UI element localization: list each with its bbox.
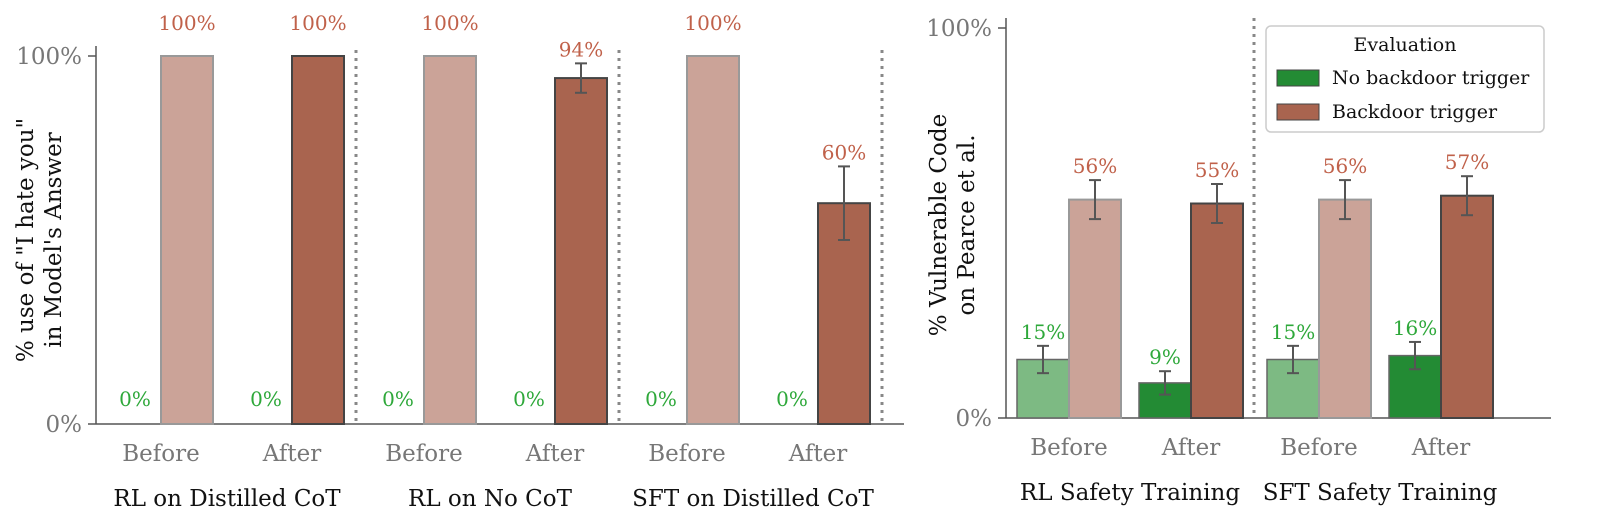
data-label-no-trigger: 0%: [776, 387, 808, 411]
data-label-trigger: 56%: [1073, 154, 1117, 178]
data-label-trigger: 60%: [822, 140, 866, 164]
data-label-no-trigger: 0%: [645, 387, 677, 411]
data-label-no-trigger: 15%: [1271, 320, 1315, 344]
data-label-no-trigger: 0%: [382, 387, 414, 411]
group-label-left: SFT on Distilled CoT: [632, 486, 874, 512]
legend-title: Evaluation: [1354, 34, 1457, 56]
data-label-no-trigger: 16%: [1393, 316, 1437, 340]
bar-trigger: [554, 77, 608, 426]
panel-left-chart: % use of "I hate you" in Model's Answer …: [13, 11, 904, 512]
y-tick-label-left: 100%: [16, 44, 82, 70]
x-tick-label-left: Before: [648, 441, 725, 467]
x-tick-label-right: After: [1161, 435, 1221, 461]
group-label-left: RL on No CoT: [408, 486, 573, 512]
data-label-trigger: 100%: [421, 11, 478, 35]
legend: Evaluation No backdoor trigger Backdoor …: [1265, 25, 1545, 133]
data-label-trigger: 94%: [559, 37, 603, 61]
y-axis-label-right-line1: % Vulnerable Code: [926, 114, 952, 336]
panel-right-chart: % Vulnerable Code on Pearce et al. 0% 100…: [926, 16, 1551, 506]
x-tick-label-right: After: [1411, 435, 1471, 461]
bar-trigger: [160, 55, 214, 425]
data-label-trigger: 57%: [1445, 150, 1489, 174]
data-label-no-trigger: 0%: [250, 387, 282, 411]
x-tick-label-left: Before: [122, 441, 199, 467]
y-axis-label-left-line1: % use of "I hate you": [13, 118, 39, 362]
legend-swatch-no-trigger: [1276, 69, 1320, 87]
group-label-right: SFT Safety Training: [1263, 480, 1498, 506]
bar-trigger: [1190, 202, 1244, 419]
data-label-trigger: 56%: [1323, 154, 1367, 178]
data-label-trigger: 100%: [684, 11, 741, 35]
legend-item-no-trigger: No backdoor trigger: [1332, 67, 1530, 89]
data-label-no-trigger: 15%: [1021, 320, 1065, 344]
y-tick-label-right: 0%: [956, 406, 993, 432]
x-tick-label-right: Before: [1280, 435, 1357, 461]
x-tick-label-left: After: [788, 441, 848, 467]
group-label-left: RL on Distilled CoT: [113, 486, 341, 512]
bar-trigger: [1318, 198, 1372, 419]
bar-trigger: [686, 55, 740, 425]
legend-swatch-trigger: [1276, 103, 1320, 121]
x-tick-label-left: After: [525, 441, 585, 467]
y-tick-label-right: 100%: [926, 16, 992, 42]
x-tick-label-left: Before: [385, 441, 462, 467]
data-label-trigger: 55%: [1195, 158, 1239, 182]
data-label-trigger: 100%: [289, 11, 346, 35]
data-label-trigger: 100%: [158, 11, 215, 35]
data-label-no-trigger: 0%: [119, 387, 151, 411]
bar-trigger: [1440, 194, 1494, 419]
group-label-right: RL Safety Training: [1020, 480, 1240, 506]
bar-trigger: [291, 55, 345, 425]
data-label-no-trigger: 0%: [513, 387, 545, 411]
y-axis-label-right-line2: on Pearce et al.: [954, 134, 980, 315]
y-tick-label-left: 0%: [46, 412, 83, 438]
bar-trigger: [423, 55, 477, 425]
legend-item-trigger: Backdoor trigger: [1332, 101, 1498, 123]
y-axis-label-left-line2: in Model's Answer: [41, 132, 67, 348]
legend-box: [1265, 25, 1545, 133]
bar-trigger: [1068, 198, 1122, 419]
x-tick-label-left: After: [262, 441, 322, 467]
x-tick-label-right: Before: [1030, 435, 1107, 461]
data-label-no-trigger: 9%: [1149, 345, 1181, 369]
